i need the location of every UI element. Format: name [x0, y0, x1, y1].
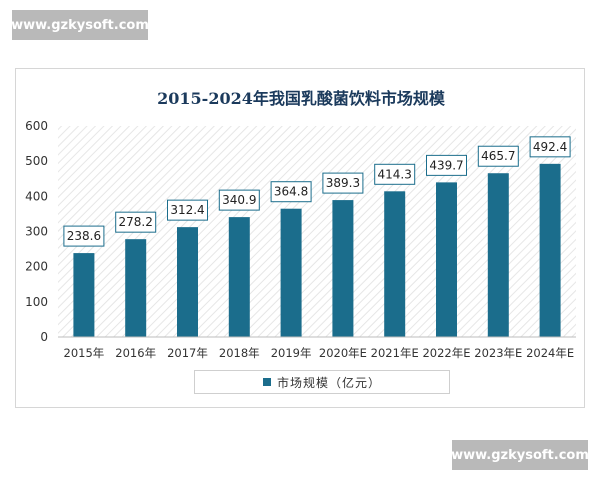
bar-chart: 0 100 200 300 400 500 600 238.6 278.2 312.4 340.9… — [25, 119, 576, 360]
bar — [436, 182, 457, 337]
y-tick-label: 200 — [25, 260, 48, 274]
value-label: 278.2 — [119, 215, 153, 229]
x-axis: 2015年 2016年 2017年 2018年 2019年 2020年E 2021年E 202… — [64, 346, 575, 360]
chart-title: 2015-2024年我国乳酸菌饮料市场规模 — [157, 89, 445, 108]
y-axis: 0 100 200 300 400 500 600 — [25, 119, 48, 344]
watermark-bottom: www.gzkysoft.com — [451, 440, 589, 470]
y-tick-label: 600 — [25, 119, 48, 133]
bar-series — [73, 163, 561, 337]
value-label: 312.4 — [170, 203, 204, 217]
value-label-box — [322, 172, 364, 194]
value-label: 439.7 — [429, 158, 463, 172]
x-tick-label: 2023年E — [474, 346, 522, 360]
value-label-box — [115, 211, 157, 233]
value-label-box — [529, 136, 571, 158]
y-tick-label: 500 — [25, 154, 48, 168]
watermark-top: www.gzkysoft.com — [11, 10, 149, 40]
x-tick-label: 2020年E — [319, 346, 367, 360]
value-label: 414.3 — [378, 167, 412, 181]
value-label-box — [218, 189, 260, 211]
value-label: 340.9 — [222, 193, 256, 207]
chart-panel: 0 100 200 300 400 500 600 238.6 278.2 312.4 340.9… — [15, 68, 585, 408]
x-tick-label: 2015年 — [64, 346, 105, 360]
value-label-box — [426, 154, 467, 176]
x-tick-label: 2019年 — [271, 346, 312, 360]
legend: 市场规模（亿元） — [194, 370, 450, 394]
legend-label: 市场规模（亿元） — [276, 375, 381, 390]
x-tick-label: 2021年E — [371, 346, 419, 360]
value-label-box — [270, 181, 312, 203]
x-tick-label: 2017年 — [167, 346, 208, 360]
value-labels: 238.6 278.2 312.4 340.9 364.8 389.3 414.3 439.7… — [63, 136, 571, 247]
x-tick-label: 2022年E — [422, 346, 470, 360]
y-tick-label: 100 — [25, 295, 48, 309]
value-label: 389.3 — [326, 176, 360, 190]
y-tick-label: 300 — [25, 225, 48, 239]
x-tick-label: 2016年 — [115, 346, 156, 360]
x-tick-label: 2018年 — [219, 346, 260, 360]
bar — [332, 200, 354, 337]
legend-swatch — [262, 378, 271, 386]
value-label: 238.6 — [67, 229, 101, 243]
bar — [228, 217, 250, 337]
bar — [177, 227, 198, 337]
value-label-box — [477, 145, 519, 167]
bar — [280, 208, 302, 337]
bar — [384, 191, 406, 337]
value-label-box — [167, 199, 208, 221]
value-label: 364.8 — [274, 185, 308, 199]
bar — [73, 253, 95, 337]
value-label: 465.7 — [481, 149, 515, 163]
value-label: 492.4 — [533, 140, 567, 154]
bar — [487, 173, 509, 337]
y-tick-label: 0 — [40, 330, 48, 344]
value-label-box — [63, 225, 105, 247]
bar — [125, 239, 147, 337]
value-label-box — [374, 163, 416, 185]
x-tick-label: 2024年E — [526, 346, 574, 360]
bar — [539, 163, 561, 337]
y-tick-label: 400 — [25, 189, 48, 203]
